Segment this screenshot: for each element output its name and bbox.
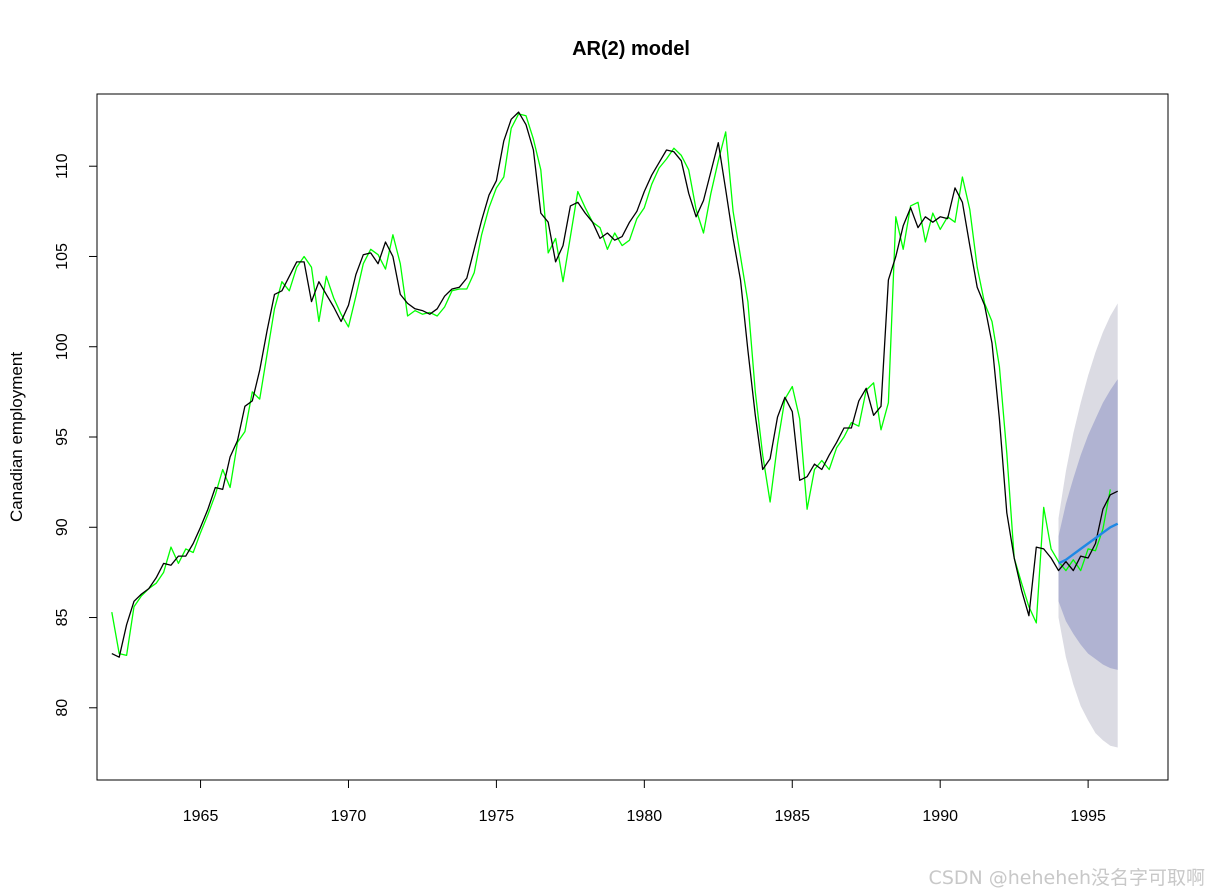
chart-title: AR(2) model (572, 38, 690, 60)
y-tick-label: 95 (54, 428, 71, 446)
y-axis-label: Canadian employment (7, 352, 26, 522)
y-tick-label: 110 (54, 153, 71, 179)
x-tick-label: 1995 (1070, 808, 1106, 825)
series-line-fitted (111, 113, 1111, 657)
x-tick-label: 1965 (183, 808, 219, 825)
x-tick-label: 1990 (922, 808, 958, 825)
y-tick-label: 90 (54, 518, 71, 536)
x-axis: 1965 1970 1975 1980 1985 1990 1995 (183, 780, 1106, 825)
series-line-forecast (1057, 522, 1119, 565)
x-tick-label: 1975 (479, 808, 515, 825)
y-tick-label: 80 (54, 699, 71, 717)
series-layer (111, 111, 1119, 658)
y-axis: 80 85 90 95 100 105 110 (54, 153, 97, 717)
x-tick-label: 1970 (331, 808, 367, 825)
y-tick-label: 100 (54, 333, 71, 360)
forecast-bands (1058, 303, 1118, 748)
y-tick-label: 105 (54, 243, 71, 270)
series-line-observed (111, 111, 1118, 658)
forecast-inner-interval (1058, 379, 1118, 670)
plot-frame (96, 93, 1169, 781)
y-tick-label: 85 (54, 609, 71, 627)
x-tick-label: 1980 (627, 808, 663, 825)
x-tick-label: 1985 (774, 808, 810, 825)
watermark: CSDN @heheheh没名字可取啊 (928, 867, 1205, 889)
